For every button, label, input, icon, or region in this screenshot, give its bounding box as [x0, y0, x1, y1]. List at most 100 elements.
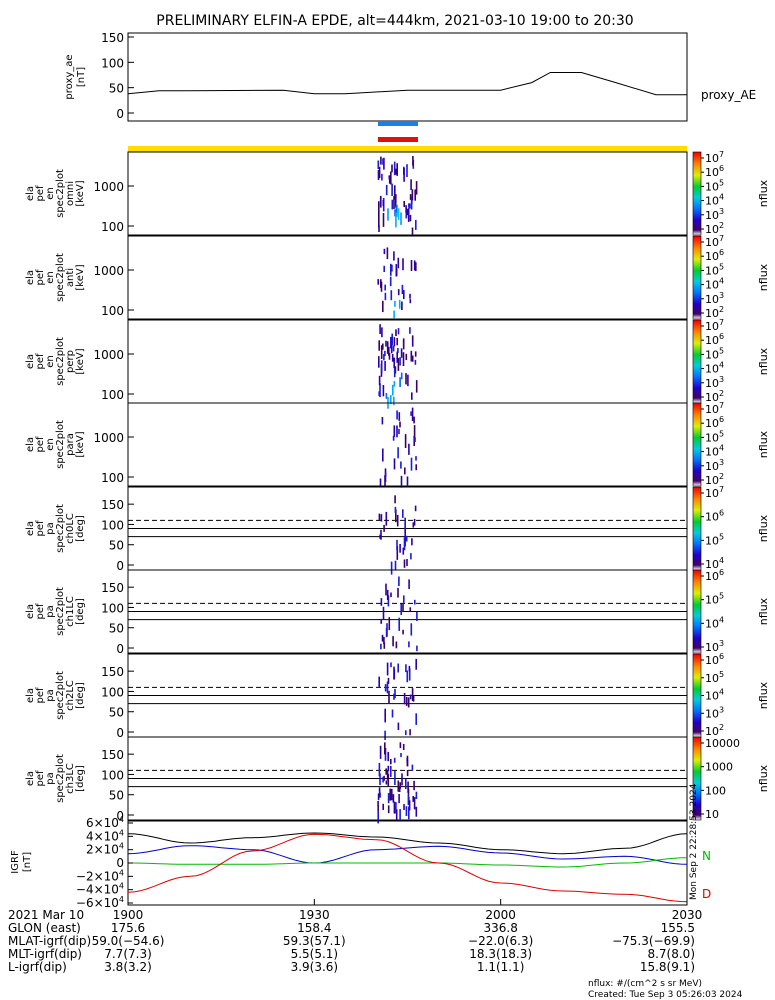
- panel-ch2LC: ela pef pa spec2plot ch2LC [deg] 150 100 50 0 106 1…: [25, 652, 770, 740]
- spectrogram-cell: [393, 310, 395, 319]
- time-axis-date: 2021 Mar 10: [8, 908, 84, 922]
- spectrogram-cell: [396, 514, 399, 527]
- spectrogram-cell: [399, 544, 401, 553]
- spectrogram-cell: [400, 212, 402, 225]
- spectrogram-cell: [393, 196, 395, 209]
- orbit-value-1-1: 59.3(57.1): [283, 934, 346, 948]
- panel-ch0LC-cbtick-1: 106: [705, 509, 724, 524]
- panel-ch1LC-ylabel-0: ela: [25, 604, 36, 619]
- spectrogram-cell: [396, 539, 398, 551]
- spectrogram-cell: [400, 372, 403, 380]
- spectrogram-cell: [377, 810, 379, 824]
- panel-ch3LC-cbtick-3: 10: [705, 808, 719, 821]
- spectrogram-cell: [382, 606, 385, 620]
- spectrogram-cell: [388, 353, 391, 360]
- panel-omni-yunit: [keV]: [75, 180, 86, 206]
- spectrogram-cell: [404, 517, 406, 529]
- spectrogram-cell: [399, 357, 401, 366]
- igrf-ytick-5: −4×104: [76, 882, 124, 897]
- panel-ch1LC-cbtick-0: 106: [705, 568, 724, 583]
- panel-para-ylabel-4: para: [65, 433, 76, 456]
- spectrogram-cell: [384, 472, 387, 477]
- panel-ch2LC-ytick-1: 100: [101, 685, 124, 699]
- proxy-ae-y-ticks: 150 100 50 0: [101, 31, 134, 121]
- panel-perp-ylabel-1: pef: [35, 353, 46, 370]
- spectrogram-cell: [383, 775, 385, 781]
- spectrogram-cell: [378, 676, 380, 688]
- panel-ch0LC-ylabel-0: ela: [25, 521, 36, 536]
- panel-omni-ytick-1: 100: [101, 220, 124, 234]
- spectrogram-cell: [378, 513, 381, 520]
- spectrogram-cell: [393, 425, 396, 437]
- spectrogram-cell: [397, 208, 400, 220]
- panel-ch3LC-cbtick-1: 1000: [705, 761, 733, 774]
- time-tick-1: 1930: [299, 908, 330, 922]
- spectrogram-cell: [406, 476, 409, 488]
- spectrogram-cell: [378, 213, 380, 228]
- panel-ch3LC-colorbar: [692, 736, 702, 821]
- spectrogram-cell: [398, 412, 401, 421]
- panel-ch3LC-cbtick-0: 10000: [705, 737, 740, 750]
- panel-omni-cbtick-1: 106: [705, 164, 724, 179]
- spectrogram-cell: [399, 377, 401, 387]
- spectrogram-cell: [403, 804, 405, 810]
- spectrogram-cell: [402, 629, 404, 635]
- spectrogram-cell: [397, 257, 400, 269]
- spectrogram-cell: [398, 428, 400, 435]
- spectrogram-cell: [393, 458, 396, 470]
- panel-ch1LC-colorbar: [692, 569, 702, 654]
- spectrogram-cell: [400, 461, 402, 469]
- spectrogram-cell: [409, 299, 412, 304]
- orbit-value-2-2: 18.3(18.3): [469, 947, 532, 961]
- spectrogram-cell: [387, 765, 390, 772]
- spectrogram-cell: [405, 696, 408, 706]
- panel-para-ylabel-0: ela: [25, 437, 36, 452]
- panel-ch1LC-ylabel-2: pa: [45, 605, 56, 617]
- time-tick-3: 2030: [672, 908, 703, 922]
- panel-anti-ylabel-1: pef: [35, 269, 46, 286]
- spectrogram-cell: [405, 373, 407, 385]
- panel-para-cbtick-2: 105: [705, 429, 724, 444]
- spectrogram-cell: [379, 745, 382, 759]
- spectrogram-cell: [406, 670, 409, 683]
- panel-ch2LC-yunit: [deg]: [75, 682, 86, 709]
- spectrogram-cell: [406, 769, 409, 777]
- spectrogram-cell: [396, 351, 398, 363]
- spectrogram-cell: [391, 183, 393, 196]
- spectrogram-cell: [380, 360, 383, 373]
- igrf-series-3: [127, 833, 688, 903]
- spectrogram-cell: [407, 788, 410, 795]
- panel-ch3LC-ylabel-3: spec2plot: [55, 754, 66, 803]
- spectrogram-cell: [410, 457, 413, 471]
- panel-anti-cbtick-0: 107: [705, 234, 724, 249]
- spectrogram-cell: [405, 730, 407, 736]
- proxy-ae-yunit: [nT]: [76, 67, 87, 87]
- spectrogram-cell: [395, 802, 397, 814]
- spectrogram-cell: [377, 170, 380, 180]
- orbit-row-label-3: L-igrf(dip): [8, 960, 67, 974]
- spectrogram-cell: [380, 156, 382, 165]
- proxy-ae-ylabel: proxy_ae: [64, 54, 75, 99]
- spectrogram-cell: [395, 809, 398, 820]
- spectrogram-cell: [378, 391, 380, 396]
- orbit-row-label-1: MLAT-igrf(dip): [8, 934, 91, 948]
- spectrogram-cell: [390, 171, 392, 185]
- spectrogram-cell: [382, 200, 385, 206]
- science-collection-bar: [128, 146, 687, 152]
- panel-ch0LC-ytick-2: 50: [109, 539, 124, 553]
- spectrogram-cell: [396, 425, 398, 438]
- spectrogram-cell: [382, 300, 384, 313]
- spectrogram-cell: [380, 618, 382, 624]
- panel-ch2LC-cbtick-1: 105: [705, 670, 724, 685]
- time-tick-2: 2000: [485, 908, 516, 922]
- spectrogram-cell: [378, 225, 380, 232]
- igrf-legend-n: N: [702, 849, 711, 863]
- spectrogram-cell: [411, 355, 414, 362]
- spectrogram-cell: [390, 759, 392, 765]
- spectrogram-cell: [407, 697, 410, 708]
- panel-ch2LC-ylabel-0: ela: [25, 688, 36, 703]
- panel-anti-ytick-1: 100: [101, 304, 124, 318]
- spectrogram-cell: [385, 393, 388, 399]
- spectrogram-cell: [390, 592, 392, 598]
